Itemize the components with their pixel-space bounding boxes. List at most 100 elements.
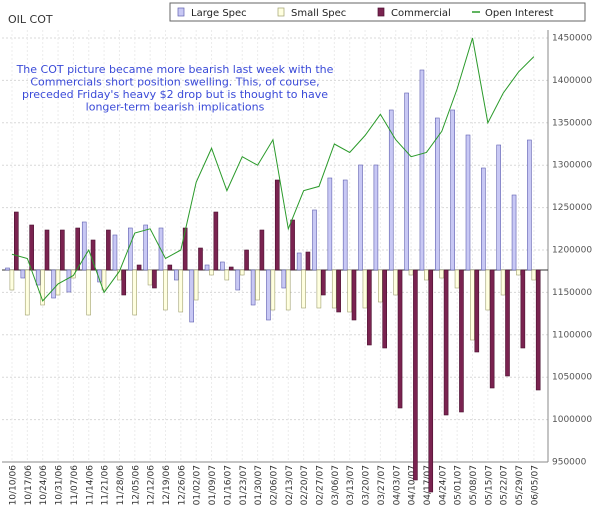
bar	[101, 269, 107, 291]
x-tick-label: 11/14/06	[85, 465, 95, 506]
bar	[331, 269, 337, 309]
bar	[336, 269, 341, 313]
bar	[14, 211, 19, 271]
bar	[531, 269, 537, 281]
bar	[450, 109, 455, 271]
bar	[388, 109, 394, 271]
legend-swatch	[177, 7, 185, 17]
bar	[496, 144, 502, 271]
y2-tick-label: 1200000	[552, 246, 592, 256]
bar	[152, 269, 157, 289]
bar	[301, 269, 306, 309]
bar	[527, 139, 532, 271]
bar	[443, 269, 449, 416]
bar	[358, 164, 363, 271]
bar	[285, 269, 291, 311]
bar	[516, 269, 521, 276]
bar	[485, 269, 491, 311]
bar	[312, 209, 317, 271]
x-tick-label: 05/08/07	[469, 465, 479, 505]
line	[11, 37, 535, 302]
x-tick-label: 05/29/07	[515, 465, 525, 505]
y2-tick-label: 1000000	[552, 415, 592, 425]
bar	[117, 269, 122, 281]
bar	[224, 269, 230, 281]
bar	[459, 269, 464, 413]
bar	[136, 264, 142, 271]
x-tick-label: 11/28/06	[116, 465, 126, 506]
y2-tick-label: 1150000	[552, 288, 592, 298]
bar	[228, 266, 234, 271]
bar	[209, 269, 214, 276]
x-tick-label: 12/12/06	[147, 465, 157, 506]
x-tick-label: 04/03/07	[392, 465, 402, 505]
bar	[511, 194, 517, 271]
bar	[316, 269, 322, 309]
bar	[342, 179, 348, 271]
bar	[97, 269, 102, 283]
x-tick-label: 01/30/07	[254, 465, 264, 505]
x-tick-label: 12/19/06	[162, 465, 172, 506]
annotation: longer-term bearish implications	[86, 101, 265, 114]
x-tick-label: 03/06/07	[331, 465, 341, 505]
bar	[362, 269, 368, 309]
bar	[86, 269, 91, 316]
x-tick-label: 05/15/07	[484, 465, 494, 505]
bar	[419, 69, 425, 271]
y2-tick-label: 1100000	[552, 330, 592, 340]
x-tick-label: 10/17/06	[24, 465, 34, 506]
bar	[274, 179, 280, 271]
x-tick-label: 03/20/07	[362, 465, 372, 505]
bar	[465, 134, 471, 271]
bar	[40, 269, 45, 306]
bar	[29, 224, 34, 271]
bar	[535, 269, 541, 391]
bar	[439, 269, 445, 279]
bar	[163, 269, 168, 311]
legend-label: Commercial	[391, 8, 451, 19]
bar	[198, 247, 203, 271]
x-tick-label: 02/20/07	[300, 465, 310, 505]
bar	[75, 227, 80, 271]
x-tick-label: 04/10/07	[408, 465, 418, 505]
bar	[347, 269, 352, 313]
bar	[189, 269, 194, 323]
bar	[81, 221, 87, 271]
bar	[320, 269, 326, 296]
x-tick-label: 04/17/07	[423, 465, 433, 505]
x-tick-label: 05/22/07	[500, 465, 510, 505]
bar	[24, 269, 30, 316]
bar	[71, 269, 76, 279]
y2-tick-label: 1400000	[552, 76, 592, 86]
x-tick-label: 02/27/07	[316, 465, 326, 505]
x-tick-label: 06/05/07	[530, 465, 540, 505]
y2-tick-label: 1050000	[552, 373, 592, 383]
x-tick-label: 10/10/06	[9, 465, 19, 506]
bar	[404, 92, 409, 271]
x-tick-label: 04/24/07	[438, 465, 448, 505]
bar	[106, 229, 111, 271]
chart-title: OIL COT	[8, 13, 53, 26]
bar	[377, 269, 383, 303]
annotation: The COT picture became more bearish last…	[16, 63, 334, 76]
bar	[327, 177, 333, 271]
bar	[474, 269, 480, 353]
legend-box	[169, 2, 586, 22]
bar	[408, 269, 414, 276]
bar	[178, 269, 184, 313]
bar	[147, 269, 153, 286]
bar	[428, 269, 434, 493]
x-tick-label: 01/23/07	[239, 465, 249, 505]
x-tick-label: 03/27/07	[377, 465, 387, 505]
bar	[481, 167, 486, 271]
legend-swatch	[377, 7, 385, 17]
x-tick-label: 10/24/06	[39, 465, 49, 506]
bar	[239, 269, 245, 276]
bar	[520, 269, 526, 349]
bar	[305, 251, 311, 271]
y2-tick-label: 950000	[552, 458, 587, 468]
y2-tick-label: 1300000	[552, 161, 592, 171]
bar	[397, 269, 403, 409]
annotation: Commercials short position swelling. Thi…	[30, 76, 319, 89]
bar	[250, 269, 256, 306]
